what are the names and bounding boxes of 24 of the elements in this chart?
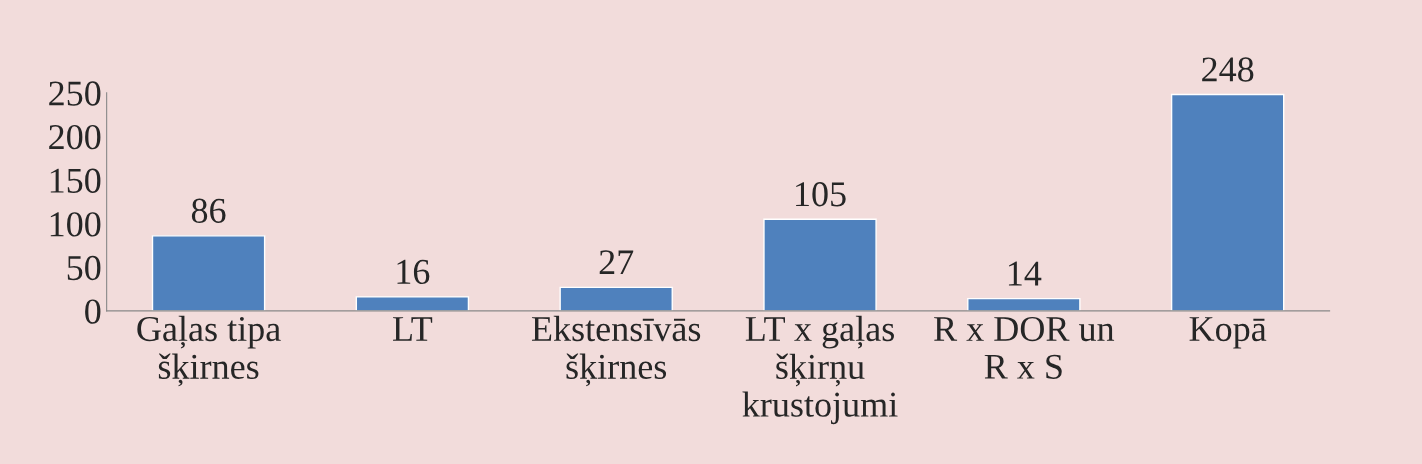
y-tick-label: 50: [67, 255, 101, 281]
y-tick-label: 200: [49, 124, 101, 150]
bar: [967, 297, 1081, 311]
data-label: 86: [191, 198, 226, 223]
data-label: 105: [796, 182, 846, 207]
y-tick-label: 250: [49, 81, 101, 106]
x-tick-label: LT: [393, 317, 433, 341]
x-tick-label: R x DOR un R x S: [934, 316, 1115, 379]
x-tick-label: Gaļas tipa šķirnes: [137, 315, 281, 387]
x-tick-label: LT x gaļas šķirņu krustojumi: [742, 315, 898, 425]
data-label: 27: [599, 250, 634, 275]
data-label: 14: [1008, 261, 1042, 286]
bar: [763, 218, 877, 311]
x-tick-label: Kopā: [1189, 317, 1267, 349]
y-tick-label: 100: [50, 212, 101, 237]
bar: [355, 296, 470, 311]
bar: [151, 235, 266, 311]
bar: [559, 286, 673, 311]
data-label: 248: [1202, 57, 1254, 82]
bar: [1170, 93, 1285, 311]
data-label: 16: [397, 259, 430, 285]
y-tick-label: 150: [50, 168, 101, 193]
y-tick-label: 0: [85, 299, 101, 324]
x-tick-label: Ekstensīvās šķirnes: [531, 315, 701, 387]
